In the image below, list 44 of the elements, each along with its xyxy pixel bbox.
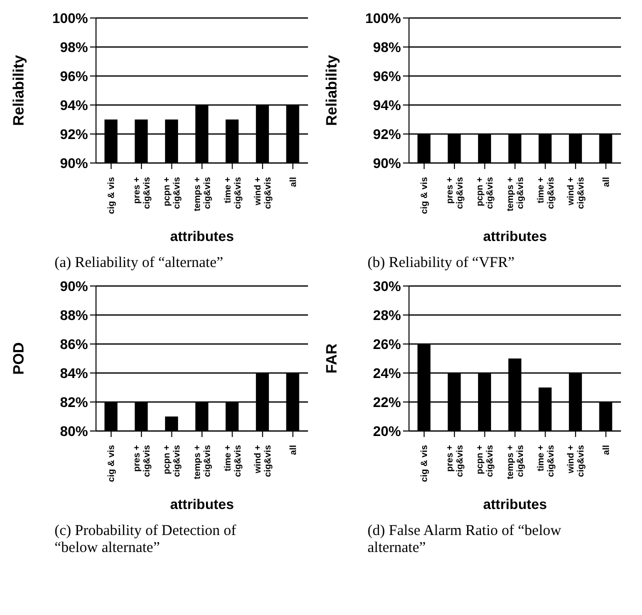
y-tick-label: 26% (372, 336, 402, 352)
y-tick-label: 92% (372, 126, 402, 142)
y-tick-label: 90% (59, 278, 88, 294)
y-tick-label: 90% (59, 154, 88, 171)
y-tick-label: 24% (372, 364, 402, 381)
text: (c) Probability of Detection of “below alternate” (54, 523, 238, 557)
y-axis-title: POD (10, 342, 27, 375)
x-tick-label: cig & vis (106, 177, 116, 214)
x-axis-title: attributes (170, 496, 234, 512)
y-axis-title: Reliability (322, 54, 340, 126)
x-tick-label: all (600, 445, 610, 456)
y-tick-label: 80% (59, 422, 88, 439)
y-tick-label: 20% (372, 422, 402, 439)
y-axis-title: FAR (322, 343, 340, 374)
text: (a) Reliability of “alternate” (54, 255, 224, 272)
y-tick-label: 96% (59, 68, 88, 84)
x-axis-title: attributes (482, 496, 547, 512)
x-tick-label: cig & vis (106, 445, 116, 482)
y-tick-label: 90% (372, 154, 402, 171)
y-tick-label: 30% (372, 278, 402, 294)
y-tick-label: 86% (59, 336, 88, 352)
y-tick-label: 92% (59, 126, 88, 142)
y-tick-label: 94% (372, 96, 402, 113)
y-tick-label: 100% (52, 10, 88, 26)
x-axis-title: attributes (482, 228, 547, 244)
y-tick-label: 28% (372, 306, 402, 323)
x-tick-label: all (287, 177, 298, 188)
x-tick-label: all (287, 445, 298, 456)
text: (b) Reliability of “VFR” (368, 255, 516, 272)
y-tick-label: 98% (59, 38, 88, 55)
y-tick-label: 98% (372, 38, 402, 55)
y-tick-label: 94% (59, 96, 88, 113)
y-tick-label: 84% (59, 364, 88, 381)
x-tick-label: cig & vis (418, 445, 429, 482)
y-tick-label: 100% (364, 10, 402, 26)
x-tick-label: all (600, 177, 610, 188)
y-tick-label: 22% (372, 394, 402, 410)
x-tick-label: cig & vis (418, 177, 429, 214)
y-tick-label: 96% (372, 68, 402, 84)
text: (d) False Alarm Ratio of “below alternate” (368, 523, 562, 557)
y-tick-label: 82% (59, 394, 88, 410)
y-axis-title: Reliability (10, 54, 27, 126)
x-axis-title: attributes (170, 228, 234, 244)
y-tick-label: 88% (59, 306, 88, 323)
